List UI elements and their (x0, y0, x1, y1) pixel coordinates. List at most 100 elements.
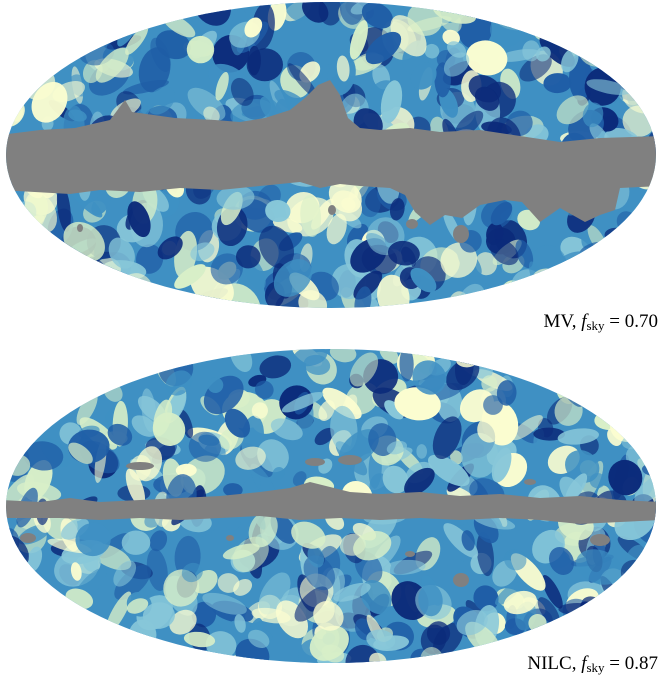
fsky-subscript: sky (586, 318, 605, 333)
fluctuation-spot (77, 2, 99, 25)
fluctuation-spot (293, 349, 328, 367)
fluctuation-spot (542, 278, 567, 304)
fluctuation-spot (68, 442, 93, 465)
fluctuation-spot (558, 603, 597, 616)
fluctuation-spot (248, 629, 270, 649)
fluctuation-spot (6, 16, 8, 34)
fluctuation-spot (6, 381, 45, 411)
fluctuation-spot (483, 395, 503, 415)
fluctuation-spot (6, 599, 17, 630)
fluctuation-spot (459, 389, 495, 423)
fluctuation-spot (614, 597, 645, 635)
fluctuation-spot (6, 85, 22, 110)
mask-island (338, 455, 362, 465)
fluctuation-spot (64, 16, 90, 37)
fluctuation-spot (133, 2, 160, 19)
galactic-mask (6, 80, 656, 225)
map-panel-nilc: NILC, fsky = 0.87 (0, 342, 662, 684)
fluctuation-spot (287, 63, 319, 99)
fluctuation-spot (179, 409, 194, 439)
fluctuation-spot (573, 284, 602, 308)
fluctuation-spot (181, 562, 203, 583)
fluctuation-spot (31, 81, 68, 123)
fluctuation-spot (477, 416, 502, 443)
fluctuation-spot (650, 551, 656, 583)
fluctuation-spot (102, 2, 119, 18)
fluctuation-spot (48, 13, 80, 39)
mollweide-map-nilc (6, 349, 656, 663)
fluctuation-spot (75, 522, 111, 557)
fluctuation-spot (643, 19, 656, 34)
fluctuation-spot (468, 74, 502, 103)
fluctuation-spot (26, 546, 43, 572)
fluctuation-spot (25, 601, 57, 625)
fluctuation-spot (410, 267, 437, 293)
fluctuation-spot (461, 530, 475, 551)
fluctuation-spot (394, 387, 441, 421)
fluctuation-spot (354, 286, 372, 308)
fluctuation-spot (233, 578, 253, 596)
fluctuation-spot (17, 2, 57, 32)
fluctuation-spot (235, 446, 266, 470)
fluctuation-spot (399, 349, 414, 382)
fluctuation-spot (329, 349, 357, 363)
fluctuation-spot (579, 260, 617, 290)
fluctuation-spot (412, 360, 447, 395)
fluctuation-spot (592, 265, 620, 291)
fluctuation-spot (202, 592, 247, 615)
fluctuation-spot (230, 77, 254, 106)
mask-island (305, 458, 325, 466)
fluctuation-spot (61, 289, 100, 308)
mollweide-map-mv (6, 2, 656, 308)
fluctuation-spot (636, 43, 656, 59)
mask-island (405, 551, 415, 557)
mask-island (590, 534, 610, 546)
fluctuation-spot (107, 278, 129, 308)
fluctuation-spot (470, 294, 513, 308)
mask-island (226, 535, 234, 541)
fluctuation-spot (248, 511, 278, 548)
fluctuation-spot (424, 43, 440, 59)
fluctuation-spot (404, 467, 435, 496)
fluctuation-spot (607, 428, 622, 447)
fluctuation-spot (646, 194, 656, 210)
fluctuation-spot (634, 256, 656, 293)
fluctuation-spot (307, 545, 325, 568)
fluctuation-spot (454, 110, 484, 138)
fluctuation-spot (622, 5, 656, 31)
fluctuation-spot (522, 40, 541, 62)
fluctuation-spot (349, 352, 379, 387)
fluctuation-spot (432, 416, 462, 459)
fluctuation-spot (175, 463, 197, 477)
fluctuation-spot (503, 590, 537, 615)
fluctuation-spot (648, 262, 656, 289)
fluctuation-spot (627, 349, 656, 379)
fluctuation-spot (6, 349, 19, 390)
fluctuation-spot (504, 549, 527, 571)
fluctuation-spot (642, 608, 656, 643)
fluctuation-spot (620, 607, 637, 628)
fluctuation-spot (6, 385, 12, 423)
fluctuation-spot (183, 631, 216, 648)
fluctuation-spot (26, 279, 45, 294)
fluctuation-spot (617, 383, 648, 418)
fluctuation-spot (386, 440, 408, 455)
map-panel-mv: MV, fsky = 0.70 (6, 2, 658, 333)
fluctuation-spot (326, 213, 347, 245)
fluctuation-spot (6, 50, 9, 79)
fluctuation-spot (6, 620, 28, 653)
fluctuation-spot (608, 459, 643, 496)
fluctuation-spot (365, 31, 402, 65)
fluctuation-spot (622, 619, 645, 650)
fluctuation-spot (107, 423, 133, 446)
fluctuation-spot (361, 2, 393, 29)
fluctuation-spot (460, 432, 499, 478)
fluctuation-spot (272, 466, 285, 480)
fluctuation-spot (322, 387, 362, 420)
fluctuation-spot (23, 642, 42, 661)
fluctuation-spot (95, 47, 129, 83)
fluctuation-spot (125, 26, 149, 55)
fluctuation-spot (270, 418, 303, 441)
fluctuation-spot (309, 625, 349, 661)
fluctuation-spot (556, 637, 568, 651)
